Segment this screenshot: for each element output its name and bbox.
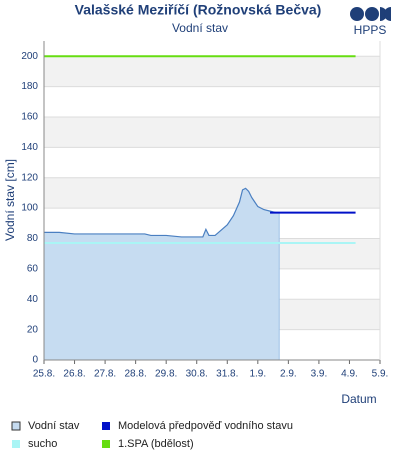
chart-title: Valašské Meziříčí (Rožnovská Bečva) bbox=[75, 2, 322, 18]
legend-label: sucho bbox=[28, 438, 57, 450]
x-tick-label: 3.9. bbox=[311, 369, 328, 380]
x-tick-label: 5.9. bbox=[372, 369, 389, 380]
grid-band bbox=[44, 56, 380, 87]
x-tick-label: 1.9. bbox=[249, 369, 266, 380]
legend-item: Modelová předpověď vodního stavu bbox=[102, 420, 293, 432]
y-tick-label: 60 bbox=[27, 263, 39, 274]
legend-item: Vodní stav bbox=[11, 420, 80, 432]
legend-item: sucho bbox=[12, 438, 57, 450]
x-tick-label: 31.8. bbox=[216, 369, 238, 380]
legend-swatch bbox=[102, 422, 110, 430]
x-tick-label: 28.8. bbox=[125, 369, 147, 380]
y-tick-label: 200 bbox=[21, 51, 38, 62]
legend-label: 1.SPA (bdělost) bbox=[118, 438, 194, 450]
legend-label: Modelová předpověď vodního stavu bbox=[118, 420, 293, 432]
logo: HPPS bbox=[350, 7, 391, 37]
legend-swatch bbox=[11, 421, 21, 431]
y-tick-label: 180 bbox=[21, 81, 38, 92]
y-tick-label: 160 bbox=[21, 112, 38, 123]
y-tick-label: 80 bbox=[27, 233, 39, 244]
x-tick-label: 2.9. bbox=[280, 369, 297, 380]
logo-text: HPPS bbox=[354, 23, 387, 37]
y-axis-label: Vodní stav [cm] bbox=[3, 159, 17, 241]
x-tick-label: 30.8. bbox=[186, 369, 208, 380]
x-tick-label: 26.8. bbox=[63, 369, 85, 380]
y-tick-label: 20 bbox=[27, 324, 39, 335]
y-tick-label: 100 bbox=[21, 203, 38, 214]
y-tick-label: 40 bbox=[27, 294, 39, 305]
x-tick-label: 25.8. bbox=[33, 369, 55, 380]
x-tick-label: 29.8. bbox=[155, 369, 177, 380]
x-tick-label: 4.9. bbox=[341, 369, 358, 380]
y-tick-label: 0 bbox=[32, 355, 38, 366]
grid-band bbox=[44, 116, 380, 148]
legend-swatch bbox=[12, 440, 20, 448]
grid-band bbox=[44, 177, 380, 209]
legend-label: Vodní stav bbox=[28, 420, 80, 432]
y-tick-label: 120 bbox=[21, 172, 38, 183]
y-tick-label: 140 bbox=[21, 142, 38, 153]
legend-item: 1.SPA (bdělost) bbox=[102, 438, 194, 450]
x-tick-label: 27.8. bbox=[94, 369, 116, 380]
chart-subtitle: Vodní stav bbox=[172, 21, 228, 35]
x-axis-label: Datum bbox=[341, 392, 376, 406]
legend-swatch bbox=[102, 440, 110, 448]
series-line bbox=[44, 187, 280, 238]
area bbox=[44, 188, 280, 360]
